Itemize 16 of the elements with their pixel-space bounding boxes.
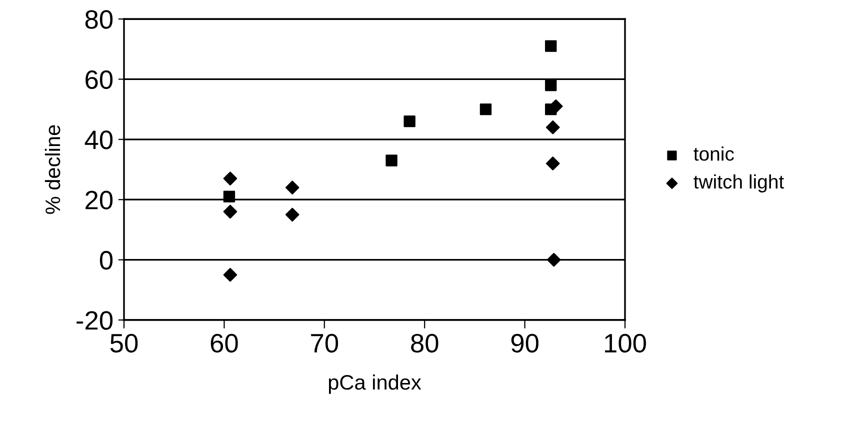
legend-label: twitch light [694, 174, 784, 192]
y-tick-label: 60 [86, 70, 113, 90]
legend-label: tonic [694, 146, 734, 161]
y-tick-label: 80 [85, 10, 113, 29]
x-tick-label: 50 [110, 334, 138, 353]
x-tick-label: 60 [210, 334, 238, 353]
x-tick-label: 70 [311, 334, 338, 353]
y-axis-title: % decline [44, 125, 60, 214]
x-tick-label: 80 [411, 334, 438, 353]
x-tick-label: 100 [605, 334, 646, 353]
x-axis-title: pCa index [328, 374, 422, 394]
y-tick-label: -20 [76, 311, 113, 330]
x-tick-label: 90 [511, 334, 538, 353]
y-tick-label: 20 [86, 190, 113, 210]
y-tick-label: 0 [100, 250, 113, 270]
y-tick-label: 40 [84, 130, 113, 150]
